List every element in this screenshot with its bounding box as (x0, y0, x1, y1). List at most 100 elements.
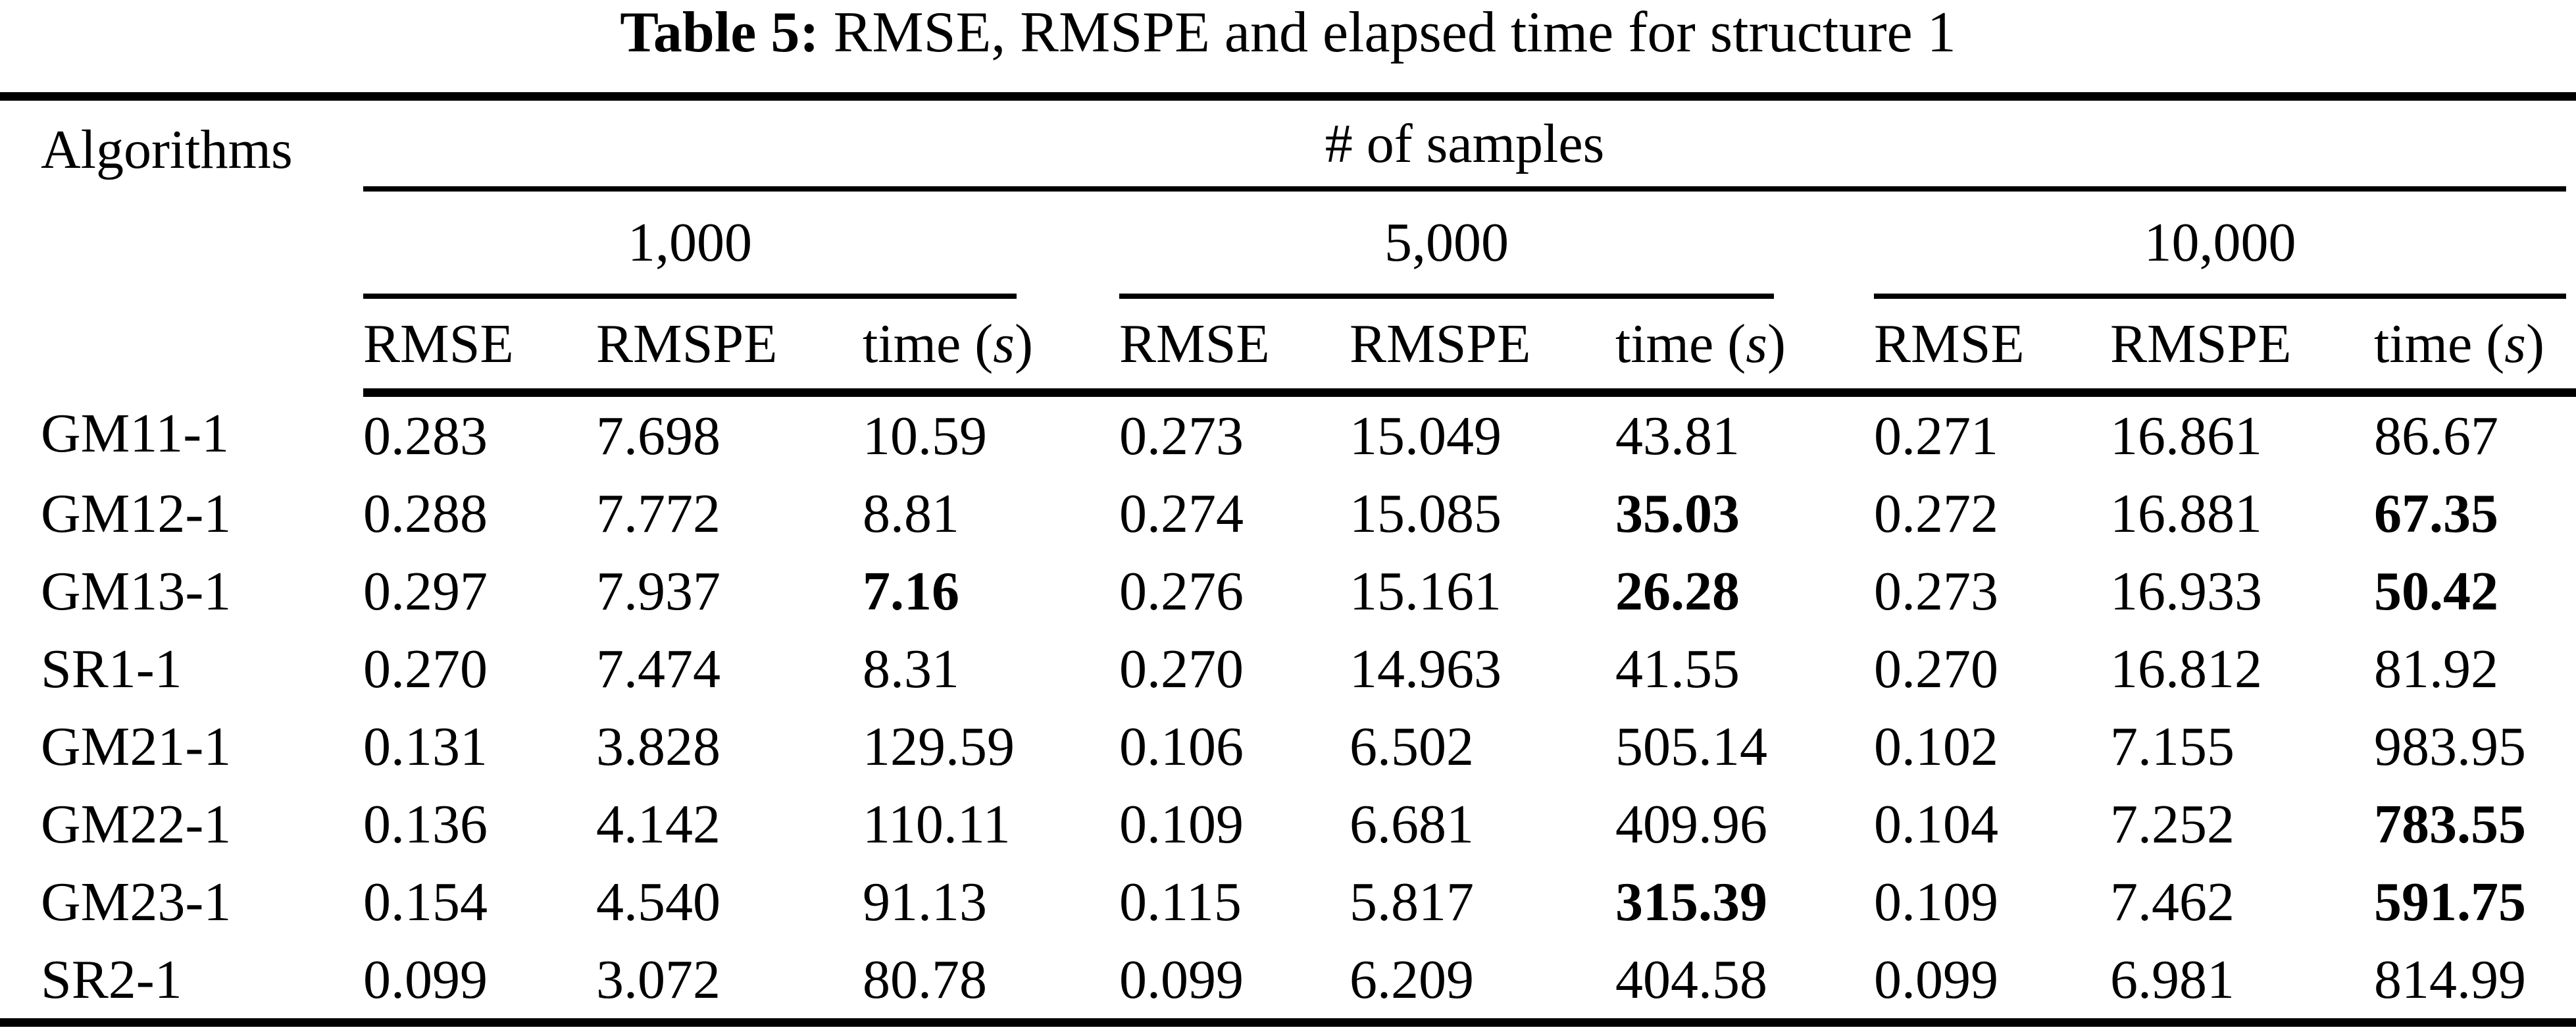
col-header-time: time (s) (2374, 299, 2576, 397)
table-cell: 404.58 (1615, 948, 1767, 1010)
row-label: GM22-1 (41, 793, 232, 855)
col-header-time: time (s) (863, 299, 1119, 397)
table-cell: 0.136 (363, 793, 488, 855)
table-cell: 26.28 (1615, 560, 1740, 622)
table-cell: 315.39 (1615, 871, 1767, 933)
results-table: Algorithms # of samples 1,000 5,000 (0, 92, 2576, 1027)
table-cell: 129.59 (863, 715, 1015, 777)
row-label: GM21-1 (41, 715, 232, 777)
table-cell: 983.95 (2374, 715, 2526, 777)
table-row: GM13-1 0.297 7.937 7.16 0.276 15.161 26.… (0, 552, 2576, 630)
table-cell: 14.963 (1350, 638, 1502, 700)
table-cell: 110.11 (863, 793, 1011, 855)
table-cell: 7.474 (596, 638, 720, 700)
table-cell: 43.81 (1615, 405, 1740, 467)
table-cell: 7.772 (596, 482, 720, 544)
table-cell: 0.283 (363, 405, 488, 467)
table-cell: 6.981 (2110, 948, 2235, 1010)
samples-header: # of samples (1325, 113, 1605, 174)
table-cell: 7.937 (596, 560, 720, 622)
table-cell: 7.16 (863, 560, 959, 622)
table-cell: 16.881 (2110, 482, 2262, 544)
table-caption-text: RMSE, RMSPE and elapsed time for structu… (819, 1, 1956, 65)
table-cell: 0.272 (1874, 482, 1998, 544)
table-cell: 4.540 (596, 871, 720, 933)
table-cell: 0.104 (1874, 793, 1998, 855)
table-cell: 8.81 (863, 482, 959, 544)
table-cell: 0.276 (1119, 560, 1244, 622)
samples-underline: # of samples (363, 101, 2566, 192)
col-header-rmspe: RMSPE (596, 299, 863, 397)
table-row: GM12-1 0.288 7.772 8.81 0.274 15.085 35.… (0, 475, 2576, 552)
table-cell: 0.273 (1874, 560, 1998, 622)
group-header-10000: 10,000 (2144, 212, 2296, 273)
table-cell: 7.462 (2110, 871, 2235, 933)
table-cell: 0.288 (363, 482, 488, 544)
table-cell: 50.42 (2374, 560, 2498, 622)
table-cell: 783.55 (2374, 793, 2526, 855)
row-label: SR1-1 (41, 638, 182, 700)
table-cell: 15.085 (1350, 482, 1502, 544)
table-cell: 86.67 (2374, 405, 2498, 467)
group-header-5000: 5,000 (1384, 212, 1509, 273)
table-cell: 409.96 (1615, 793, 1767, 855)
table-row: GM21-1 0.131 3.828 129.59 0.106 6.502 50… (0, 708, 2576, 785)
table-cell: 0.109 (1119, 793, 1244, 855)
table-cell: 7.252 (2110, 793, 2235, 855)
table-cell: 0.099 (1119, 948, 1244, 1010)
group-header-1000: 1,000 (628, 212, 752, 273)
table-cell: 7.698 (596, 405, 720, 467)
col-header-rmspe: RMSPE (1350, 299, 1615, 397)
table-cell: 0.131 (363, 715, 488, 777)
table-cell: 0.099 (363, 948, 488, 1010)
table-cell: 0.270 (1119, 638, 1244, 700)
table-cell: 0.115 (1119, 871, 1242, 933)
table-cell: 6.681 (1350, 793, 1474, 855)
table-cell: 0.109 (1874, 871, 1998, 933)
col-header-rmse: RMSE (1874, 299, 2110, 397)
table-cell: 0.106 (1119, 715, 1244, 777)
table-cell: 8.31 (863, 638, 959, 700)
table-cell: 7.155 (2110, 715, 2235, 777)
table-row: SR2-1 0.099 3.072 80.78 0.099 6.209 404.… (0, 941, 2576, 1023)
table-cell: 15.161 (1350, 560, 1502, 622)
row-label: GM23-1 (41, 871, 232, 933)
table-cell: 0.154 (363, 871, 488, 933)
algorithms-header: Algorithms (41, 119, 293, 180)
table-cell: 0.270 (1874, 638, 1998, 700)
table-cell: 0.297 (363, 560, 488, 622)
table-cell: 35.03 (1615, 482, 1740, 544)
table-cell: 0.099 (1874, 948, 1998, 1010)
table-cell: 3.828 (596, 715, 720, 777)
table-cell: 5.817 (1350, 871, 1474, 933)
table-cell: 91.13 (863, 871, 987, 933)
group-underline-5000: 5,000 (1119, 192, 1774, 299)
col-header-rmse: RMSE (363, 299, 596, 397)
col-header-rmse: RMSE (1119, 299, 1350, 397)
table-cell: 3.072 (596, 948, 720, 1010)
table-cell: 0.270 (363, 638, 488, 700)
table-cell: 814.99 (2374, 948, 2526, 1010)
group-header-cell-5000: 5,000 (1119, 192, 1874, 299)
group-header-cell-10000: 10,000 (1874, 192, 2576, 299)
table-cell: 67.35 (2374, 482, 2498, 544)
table-cell: 81.92 (2374, 638, 2498, 700)
samples-header-cell: # of samples (363, 97, 2576, 192)
table-cell: 41.55 (1615, 638, 1740, 700)
table-cell: 4.142 (596, 793, 720, 855)
table-caption: Table 5: RMSE, RMSPE and elapsed time fo… (0, 0, 2576, 92)
table-cell: 591.75 (2374, 871, 2526, 933)
group-underline-1000: 1,000 (363, 192, 1017, 299)
row-label: GM12-1 (41, 482, 232, 544)
row-label: GM11-1 (41, 403, 230, 465)
table-row: GM22-1 0.136 4.142 110.11 0.109 6.681 40… (0, 785, 2576, 863)
col-header-time: time (s) (1615, 299, 1874, 397)
table-cell: 0.273 (1119, 405, 1244, 467)
table-cell: 6.209 (1350, 948, 1474, 1010)
group-header-cell-1000: 1,000 (363, 192, 1119, 299)
table-cell: 505.14 (1615, 715, 1767, 777)
table-cell: 15.049 (1350, 405, 1502, 467)
row-label: GM13-1 (41, 560, 232, 622)
table-cell: 16.861 (2110, 405, 2262, 467)
